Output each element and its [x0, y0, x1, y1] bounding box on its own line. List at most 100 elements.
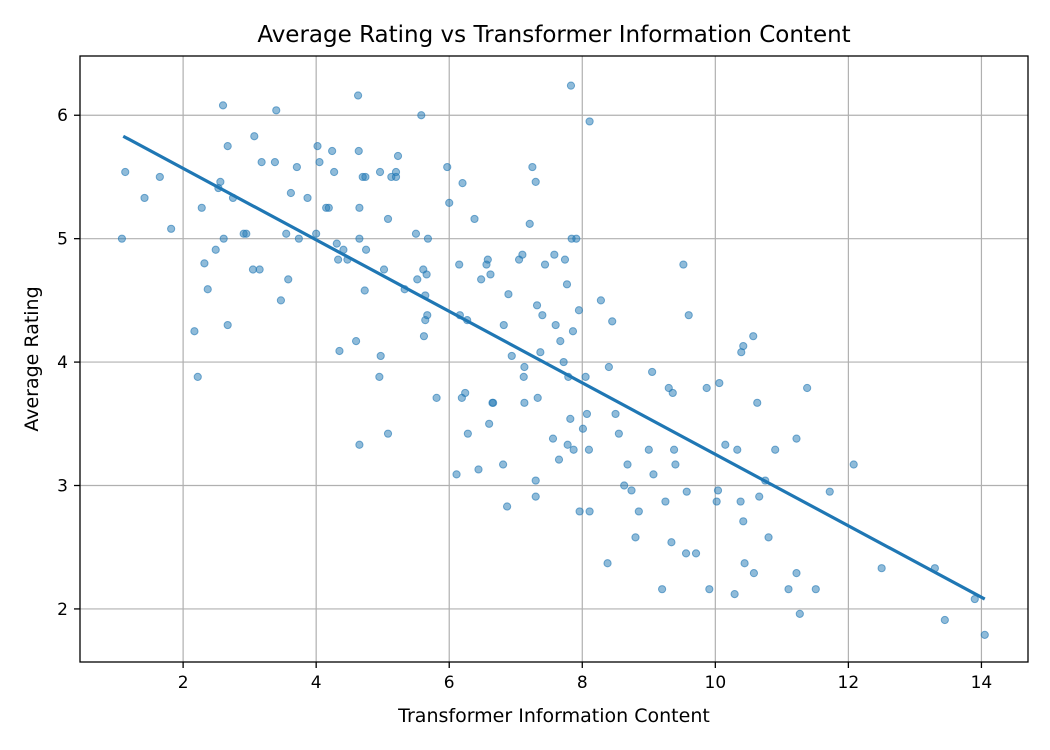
- data-point: [679, 260, 688, 269]
- data-point: [507, 351, 516, 361]
- x-tick-label: 4: [311, 673, 322, 693]
- x-axis-ticks: 2 4 6 8 10 12 14: [178, 662, 993, 693]
- data-point: [193, 372, 202, 381]
- data-point: [569, 445, 578, 454]
- data-point: [223, 320, 232, 330]
- data-point: [721, 440, 730, 449]
- data-point: [525, 219, 534, 228]
- data-point: [458, 179, 467, 188]
- data-point: [528, 162, 537, 172]
- data-point: [354, 146, 363, 156]
- x-tick-label: 6: [444, 673, 455, 693]
- grid-lines: [80, 56, 1028, 662]
- data-point: [286, 188, 295, 198]
- data-point: [200, 259, 209, 268]
- data-point: [538, 311, 547, 320]
- data-point: [658, 585, 667, 594]
- data-point: [463, 429, 472, 438]
- data-point: [284, 275, 293, 284]
- data-point: [353, 91, 363, 100]
- data-point: [502, 502, 512, 511]
- data-point: [713, 486, 723, 495]
- data-point: [736, 497, 745, 506]
- data-point: [563, 440, 572, 449]
- data-point: [470, 214, 479, 224]
- data-point: [661, 497, 670, 506]
- data-point: [361, 245, 371, 254]
- data-point: [379, 265, 389, 274]
- data-point: [749, 569, 759, 578]
- data-point: [533, 393, 542, 402]
- data-point: [489, 398, 498, 407]
- y-tick-label: 2: [57, 600, 68, 620]
- data-point: [566, 414, 575, 423]
- data-point: [749, 332, 758, 341]
- data-point: [582, 409, 592, 419]
- data-point: [313, 141, 322, 151]
- data-point: [423, 234, 433, 243]
- data-point: [849, 460, 858, 469]
- data-point: [631, 533, 640, 542]
- data-point: [559, 357, 568, 367]
- data-point: [551, 320, 560, 330]
- data-point: [681, 549, 691, 558]
- data-point: [649, 470, 658, 479]
- data-point: [531, 492, 540, 501]
- x-tick-label: 14: [971, 673, 993, 693]
- trend-line: [122, 134, 986, 601]
- data-point: [477, 275, 486, 284]
- y-tick-label: 4: [57, 353, 68, 373]
- data-point: [795, 609, 804, 618]
- data-point: [634, 507, 643, 516]
- data-point: [792, 569, 801, 578]
- x-tick-label: 8: [577, 673, 588, 693]
- data-point: [532, 301, 542, 310]
- data-point: [705, 585, 714, 594]
- data-point: [585, 507, 594, 516]
- data-point: [242, 229, 251, 238]
- data-point: [733, 445, 742, 454]
- data-point: [443, 162, 452, 172]
- data-point: [391, 172, 401, 182]
- data-point: [792, 434, 801, 443]
- data-point: [223, 141, 232, 151]
- data-point: [940, 615, 949, 625]
- data-point: [383, 429, 393, 438]
- data-point: [216, 177, 225, 186]
- data-point: [375, 372, 384, 381]
- y-tick-label: 6: [57, 106, 68, 126]
- data-point: [411, 229, 421, 238]
- data-point: [784, 585, 793, 594]
- data-point: [585, 117, 594, 126]
- data-point: [117, 234, 127, 243]
- data-point: [417, 111, 426, 120]
- data-point: [554, 455, 564, 464]
- data-point: [334, 255, 343, 264]
- data-point: [324, 203, 333, 212]
- data-point: [292, 162, 301, 172]
- data-point: [603, 559, 612, 568]
- data-point: [486, 270, 495, 279]
- data-point: [730, 590, 739, 599]
- data-point: [572, 234, 581, 243]
- data-point: [455, 260, 464, 269]
- data-point: [755, 492, 764, 501]
- y-tick-label: 5: [57, 230, 68, 250]
- data-point: [219, 234, 228, 243]
- data-point: [419, 332, 429, 341]
- data-point: [575, 507, 584, 516]
- data-point: [483, 255, 492, 264]
- x-tick-label: 10: [705, 673, 727, 693]
- data-point: [303, 193, 312, 203]
- data-point: [764, 533, 773, 542]
- data-point: [485, 419, 494, 428]
- data-point: [330, 167, 339, 177]
- chart-title: Average Rating vs Transformer Informatio…: [257, 22, 850, 48]
- data-point: [739, 517, 748, 526]
- data-point: [255, 265, 264, 274]
- data-point: [623, 460, 632, 469]
- data-point: [432, 393, 441, 402]
- data-point: [355, 203, 364, 212]
- data-point: [877, 564, 886, 573]
- data-point: [351, 337, 361, 346]
